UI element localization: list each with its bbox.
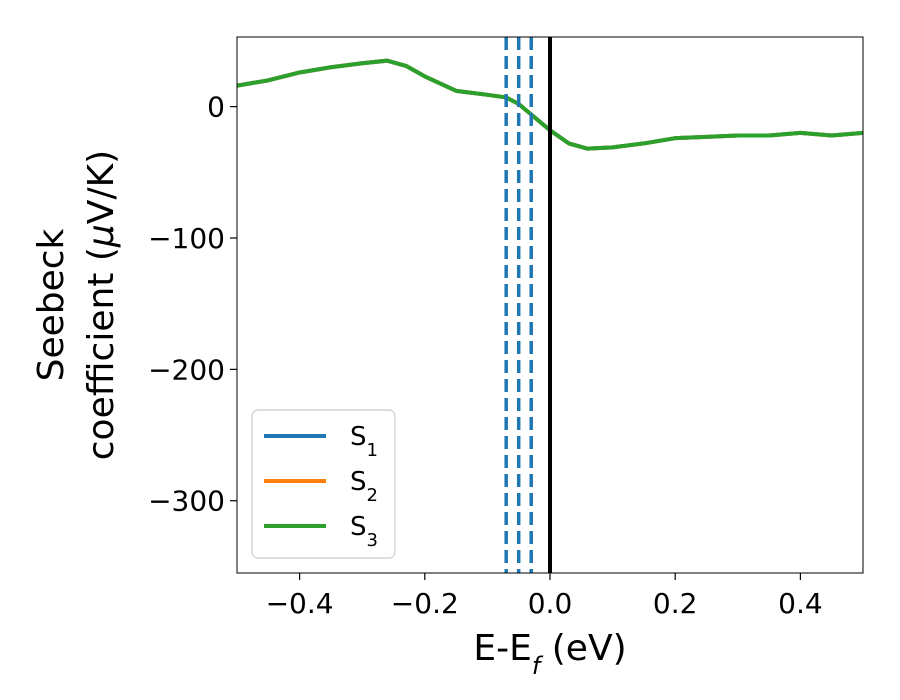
y-tick-label: −100 (148, 222, 225, 255)
x-tick-label: 0.4 (778, 587, 823, 620)
legend-box (251, 409, 396, 559)
legend-entry-s3: S3 (264, 512, 378, 551)
x-axis-label: E-Ef (eV) (473, 628, 626, 680)
y-tick-label: −300 (148, 485, 225, 518)
plot-area (236, 36, 864, 574)
legend-entry-s1: S1 (264, 422, 378, 461)
x-axis: −0.4 −0.2 0.0 0.2 0.4 (266, 573, 823, 620)
legend-label: S1 (350, 422, 378, 461)
legend-label: S2 (350, 467, 378, 506)
y-axis-label: Seebeck coefficient (μV/K) (31, 150, 122, 460)
x-tick-label: 0.2 (653, 587, 698, 620)
y-axis-label-line2: coefficient (μV/K) (81, 150, 122, 460)
y-tick-label: −200 (148, 353, 225, 386)
y-tick-label: 0 (207, 91, 225, 124)
series-line-s3 (237, 58, 863, 151)
x-tick-label: 0.0 (528, 587, 573, 620)
x-tick-label: −0.2 (391, 587, 459, 620)
legend: S1 S2 S3 (251, 409, 396, 559)
y-axis-label-line1: Seebeck (31, 228, 72, 381)
legend-entry-s2: S2 (264, 467, 378, 506)
y-axis: 0 −100 −200 −300 (148, 91, 237, 518)
legend-label: S3 (350, 512, 378, 551)
x-tick-label: −0.4 (266, 587, 334, 620)
